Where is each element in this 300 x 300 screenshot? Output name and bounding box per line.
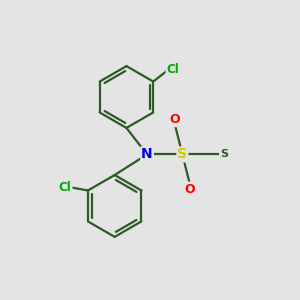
Text: N: N [141, 147, 153, 161]
Text: S: S [177, 147, 188, 161]
Text: O: O [170, 113, 180, 126]
Text: Cl: Cl [59, 181, 72, 194]
Text: Cl: Cl [167, 63, 179, 76]
Text: S: S [221, 149, 229, 159]
Text: O: O [184, 183, 195, 196]
